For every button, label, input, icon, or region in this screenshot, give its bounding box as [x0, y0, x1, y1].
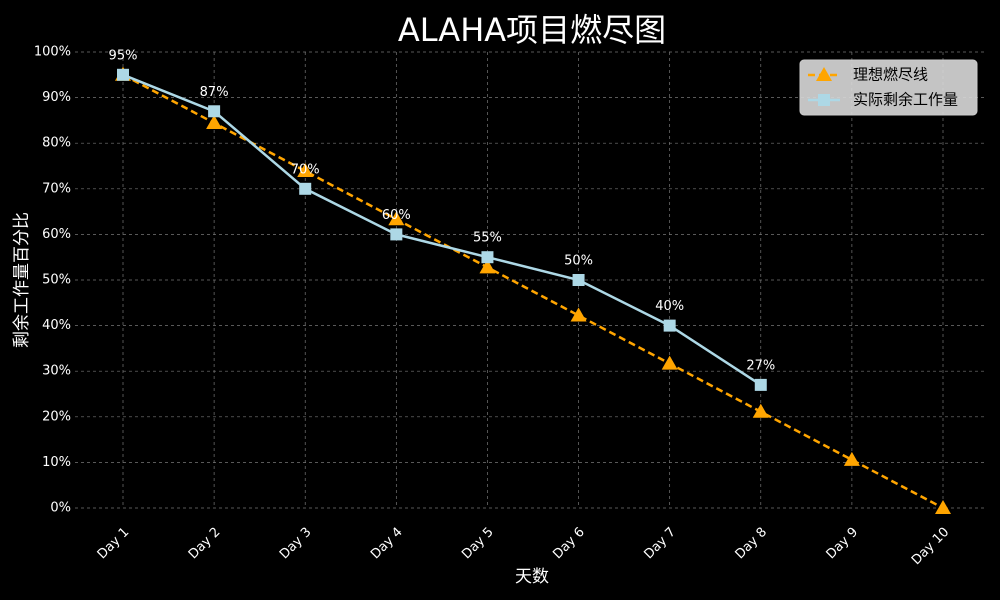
x-tick-label: Day 8	[733, 525, 771, 563]
y-tick-label: 20%	[42, 409, 71, 424]
data-label: 50%	[564, 254, 593, 269]
marker	[818, 94, 830, 106]
marker	[663, 319, 676, 332]
marker	[208, 105, 221, 118]
marker	[297, 163, 314, 178]
data-label: 70%	[291, 162, 320, 177]
y-tick-label: 50%	[42, 273, 71, 288]
x-tick-label: Day 10	[909, 525, 952, 568]
marker	[752, 403, 769, 418]
marker	[117, 68, 129, 81]
y-axis-label: 剩余工作量百分比	[12, 212, 32, 348]
marker	[754, 378, 767, 391]
data-label: 55%	[473, 231, 502, 246]
data-label: 87%	[200, 85, 229, 100]
legend-label: 理想燃尽线	[853, 66, 928, 84]
series-line	[122, 73, 762, 386]
marker	[388, 211, 405, 226]
y-tick-label: 60%	[42, 227, 71, 242]
marker	[572, 274, 585, 286]
data-label: 40%	[655, 299, 684, 314]
y-tick-label: 30%	[42, 364, 71, 379]
marker	[843, 451, 860, 466]
x-tick-label: Day 9	[824, 525, 862, 563]
legend-label: 实际剩余工作量	[853, 91, 958, 109]
data-label: 95%	[109, 48, 138, 63]
x-tick-label: Day 7	[641, 525, 679, 563]
marker	[390, 228, 403, 241]
x-tick-label: Day 2	[186, 525, 224, 563]
y-tick-label: 10%	[42, 455, 71, 470]
y-tick-label: 0%	[50, 501, 71, 516]
x-tick-label: Day 3	[277, 525, 315, 563]
x-tick-label: Day 4	[368, 525, 406, 563]
x-axis-label: 天数	[515, 567, 549, 587]
y-tick-label: 80%	[42, 136, 71, 151]
marker	[935, 500, 951, 514]
x-tick-label: Day 5	[459, 525, 497, 563]
data-label: 27%	[746, 358, 775, 373]
marker	[479, 259, 496, 274]
marker	[816, 67, 832, 81]
marker	[481, 251, 494, 264]
data-label: 60%	[382, 208, 411, 223]
y-tick-label: 100%	[34, 45, 71, 60]
marker	[661, 355, 678, 370]
chart-title: ALAHA项目燃尽图	[398, 11, 666, 49]
marker	[570, 307, 587, 322]
y-tick-label: 90%	[42, 90, 71, 105]
marker	[206, 114, 223, 129]
series-line	[122, 73, 944, 510]
y-tick-label: 40%	[42, 318, 71, 333]
x-tick-label: Day 6	[550, 525, 588, 563]
y-tick-label: 70%	[42, 181, 71, 196]
marker	[299, 182, 312, 195]
x-tick-label: Day 1	[95, 525, 133, 563]
legend-box	[799, 59, 978, 116]
